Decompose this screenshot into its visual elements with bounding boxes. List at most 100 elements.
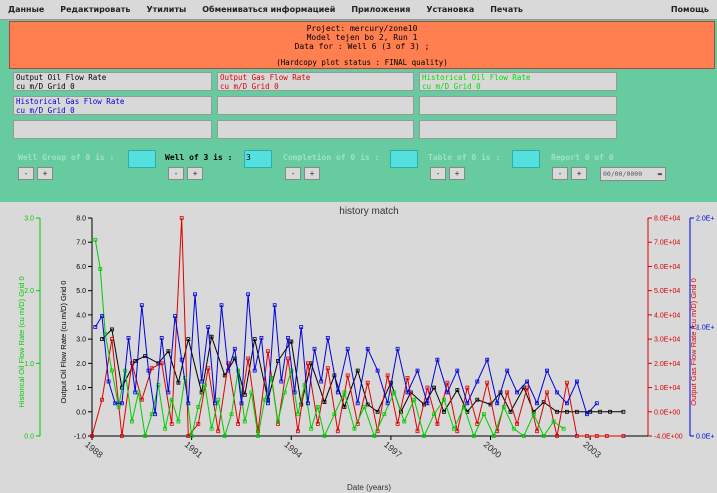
- series-point-4: [292, 390, 297, 395]
- y-axis-right-inner-tick-label: 1.0E+04: [654, 385, 680, 392]
- x-axis-label: Date (years): [347, 483, 391, 492]
- series-point-3: [209, 426, 214, 431]
- series-point-1: [166, 349, 171, 354]
- slot-empty-5[interactable]: [217, 96, 414, 115]
- series-point-3: [216, 397, 221, 402]
- series-point-3: [332, 412, 337, 417]
- series-point-4: [139, 303, 144, 308]
- y-axis-left-inner-tick-label: 4.0: [76, 312, 86, 319]
- series-point-3: [189, 434, 194, 438]
- table-minus-button[interactable]: -: [430, 167, 446, 180]
- slot-output-oil[interactable]: Output Oil Flow Rate cu m/D Grid 0: [13, 72, 212, 91]
- series-point-3: [315, 404, 320, 409]
- series-point-2: [594, 434, 599, 438]
- series-point-4: [405, 390, 410, 395]
- menu-edit[interactable]: Редактировать: [60, 5, 131, 14]
- series-point-4: [345, 346, 350, 351]
- series-point-2: [216, 429, 221, 434]
- series-point-4: [206, 325, 211, 329]
- series-point-3: [442, 397, 446, 402]
- series-point-2: [525, 385, 529, 390]
- completion-plus-button[interactable]: +: [304, 167, 320, 180]
- series-point-4: [585, 412, 589, 417]
- series-point-2: [179, 216, 184, 220]
- slot-empty-8[interactable]: [217, 120, 414, 139]
- date-dropdown[interactable]: 00/00/0000 ▬: [600, 167, 666, 181]
- y-axis-right-inner-tick-label: 2.0E+04: [654, 361, 680, 368]
- well-plus-button[interactable]: +: [187, 167, 203, 180]
- menu-print[interactable]: Печать: [490, 5, 523, 14]
- slot-empty-7[interactable]: [13, 120, 212, 139]
- menu-help[interactable]: Помощь: [670, 5, 709, 14]
- series-point-2: [266, 349, 270, 354]
- menu-data[interactable]: Данные: [8, 5, 45, 14]
- slot-output-gas[interactable]: Output Gas Flow Rate cu m/D Grid 0: [217, 72, 414, 91]
- history-match-chart: history match Date (years) Output Oil Fl…: [0, 202, 717, 493]
- series-point-2: [435, 421, 440, 426]
- series-point-3: [256, 434, 261, 438]
- y-axis-left-outer-tick-label: 3.0: [24, 216, 34, 223]
- series-point-4: [133, 390, 138, 395]
- series-point-1: [455, 388, 460, 392]
- series-point-2: [585, 434, 589, 438]
- series-point-2: [139, 397, 144, 402]
- series-point-2: [565, 380, 569, 385]
- report-minus-button[interactable]: -: [552, 167, 568, 180]
- series-point-4: [355, 401, 360, 406]
- well-field[interactable]: 3: [244, 150, 272, 168]
- series-point-3: [249, 390, 254, 395]
- series-point-1: [322, 400, 327, 405]
- series-point-2: [305, 361, 310, 366]
- menu-settings[interactable]: Установка: [426, 5, 475, 14]
- y-axis-left-outer-tick-label: 1.0: [24, 361, 34, 368]
- series-point-3: [98, 267, 103, 271]
- slot-empty-6[interactable]: [419, 96, 617, 115]
- series-point-4: [445, 390, 450, 395]
- series-point-1: [608, 409, 612, 414]
- report-label: Report 0 of 0: [551, 153, 614, 162]
- series-point-2: [415, 429, 420, 434]
- series-point-1: [575, 409, 579, 414]
- series-point-4: [312, 346, 317, 351]
- well-group-minus-button[interactable]: -: [18, 167, 34, 180]
- menu-exchange[interactable]: Обмениваться информацией: [202, 5, 336, 14]
- series-point-3: [202, 383, 207, 388]
- completion-minus-button[interactable]: -: [285, 167, 301, 180]
- series-point-2: [169, 421, 174, 426]
- y-axis-label-right-inner: Output Gas Flow Rate (cu m/D) Grid 0: [689, 278, 698, 406]
- y-axis-right-inner-tick-label: 0.0E+00: [654, 409, 680, 416]
- well-minus-button[interactable]: -: [168, 167, 184, 180]
- series-point-2: [405, 375, 410, 380]
- y-axis-right-inner-tick-label: 3.0E+04: [654, 337, 680, 344]
- menu-utilities[interactable]: Утилиты: [146, 5, 187, 14]
- series-point-4: [475, 379, 480, 384]
- table-label: Table of 0 is :: [428, 153, 501, 162]
- series-point-3: [462, 404, 466, 409]
- series-point-4: [239, 401, 244, 406]
- y-axis-left-inner-tick-label: 0.0: [76, 409, 86, 416]
- series-point-3: [163, 426, 168, 431]
- series-point-2: [455, 429, 460, 434]
- series-point-3: [491, 434, 496, 438]
- completion-field[interactable]: [390, 150, 418, 168]
- slot-historical-oil[interactable]: Historical Oil Flow Rate cu m/D Grid 0: [419, 72, 617, 91]
- table-field[interactable]: [512, 150, 540, 168]
- slot-historical-gas[interactable]: Historical Gas Flow Rate cu m/D Grid 0: [13, 96, 212, 115]
- y-axis-right-inner-tick-label: 4.0E+04: [654, 312, 680, 319]
- well-group-plus-button[interactable]: +: [37, 167, 53, 180]
- y-axis-right-outer-tick-label: 2.0E+: [696, 216, 715, 223]
- report-plus-button[interactable]: +: [571, 167, 587, 180]
- slot-empty-9[interactable]: [419, 120, 617, 139]
- series-point-4: [525, 379, 529, 384]
- series-point-4: [113, 401, 118, 406]
- series-line-4: [94, 294, 598, 416]
- series-point-3: [541, 434, 546, 438]
- series-point-1: [100, 337, 104, 342]
- table-plus-button[interactable]: +: [449, 167, 465, 180]
- series-point-3: [422, 434, 427, 438]
- menu-applications[interactable]: Приложения: [351, 5, 411, 14]
- y-axis-label-left-inner: Output Oil Flow Rate (cu m/D) Grid 0: [59, 281, 68, 404]
- series-point-4: [515, 390, 519, 395]
- series-point-3: [309, 426, 314, 431]
- well-group-field[interactable]: [128, 150, 156, 168]
